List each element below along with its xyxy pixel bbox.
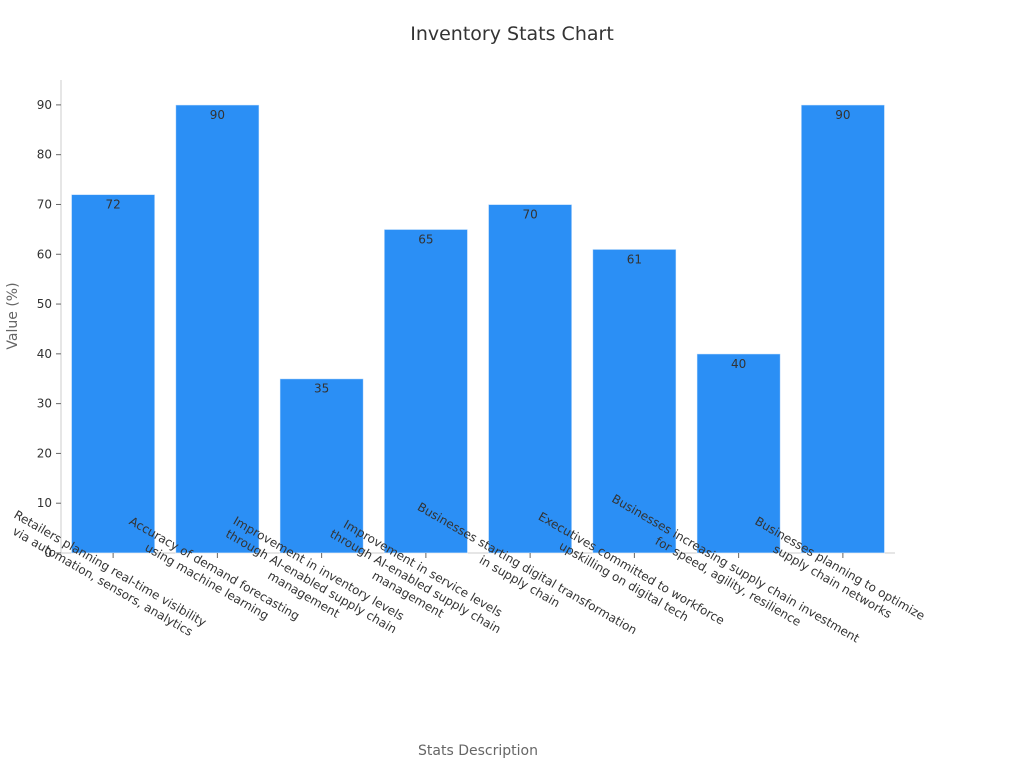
bar [175,104,260,554]
bar [592,248,677,554]
data-label: 61 [627,252,642,266]
bar [70,194,156,554]
data-label: 35 [314,382,329,396]
y-tick-label: 0 [44,546,52,560]
y-tick-label: 50 [37,297,52,311]
y-tick-label: 20 [37,446,52,460]
bar [800,104,886,554]
data-label: 65 [418,232,433,246]
y-tick-label: 70 [37,197,52,211]
chart-title: Inventory Stats Chart [410,23,614,45]
y-tick-label: 90 [37,98,52,112]
y-tick-label: 80 [37,148,52,162]
x-axis-title: Stats Description [418,743,538,759]
data-label: 90 [835,108,850,122]
data-label: 72 [105,198,120,212]
data-label: 70 [522,207,537,221]
bar [487,203,573,554]
bar [696,353,781,554]
data-label: 40 [731,357,746,371]
y-tick-label: 60 [37,247,52,261]
y-axis-title: Value (%) [5,282,21,349]
y-tick-label: 30 [37,397,52,411]
y-tick-label: 10 [37,496,52,510]
y-tick-label: 40 [37,347,52,361]
data-label: 90 [210,108,225,122]
